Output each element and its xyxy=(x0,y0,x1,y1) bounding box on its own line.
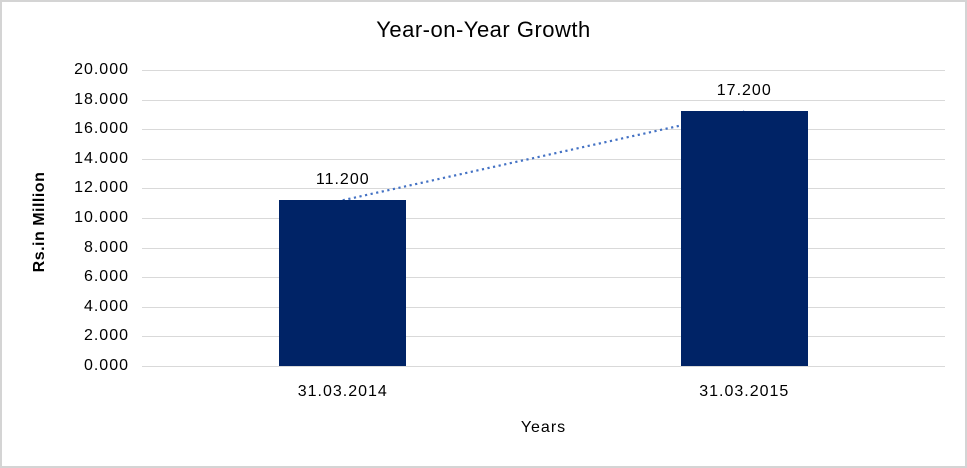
y-tick-label: 18.000 xyxy=(74,90,129,108)
bar-31.03.2015 xyxy=(680,111,808,366)
gridline xyxy=(142,129,945,131)
bar-value-label: 11.200 xyxy=(315,171,370,189)
bar-value-label: 17.200 xyxy=(716,82,772,100)
x-axis-title: Years xyxy=(520,419,567,436)
y-tick-label: 14.000 xyxy=(74,149,129,167)
y-tick-label: 16.000 xyxy=(74,120,129,138)
gridline xyxy=(142,366,945,367)
y-tick-label: 12.000 xyxy=(74,179,129,197)
bar-31.03.2014 xyxy=(279,200,407,366)
x-tick-label: 31.03.2015 xyxy=(699,383,790,400)
chart-title: Year-on-Year Growth xyxy=(376,17,591,42)
gridline xyxy=(142,99,945,101)
gridline xyxy=(142,188,945,190)
y-tick-label: 6.000 xyxy=(83,268,129,286)
y-tick-label: 20.000 xyxy=(74,61,129,78)
gridline xyxy=(142,158,945,160)
gridline xyxy=(142,277,945,279)
y-tick-label: 10.000 xyxy=(74,209,129,226)
gridline xyxy=(142,306,945,308)
y-tick-label: 2.000 xyxy=(83,327,129,345)
y-tick-label: 0.000 xyxy=(83,357,129,374)
gridline xyxy=(142,218,945,219)
y-tick-label: 4.000 xyxy=(83,297,129,315)
gridline xyxy=(142,70,945,71)
gridline xyxy=(142,336,945,338)
y-tick-label: 8.000 xyxy=(83,238,129,256)
plot-area xyxy=(142,70,945,367)
x-tick-label: 31.03.2014 xyxy=(297,383,388,400)
gridline xyxy=(142,247,945,249)
